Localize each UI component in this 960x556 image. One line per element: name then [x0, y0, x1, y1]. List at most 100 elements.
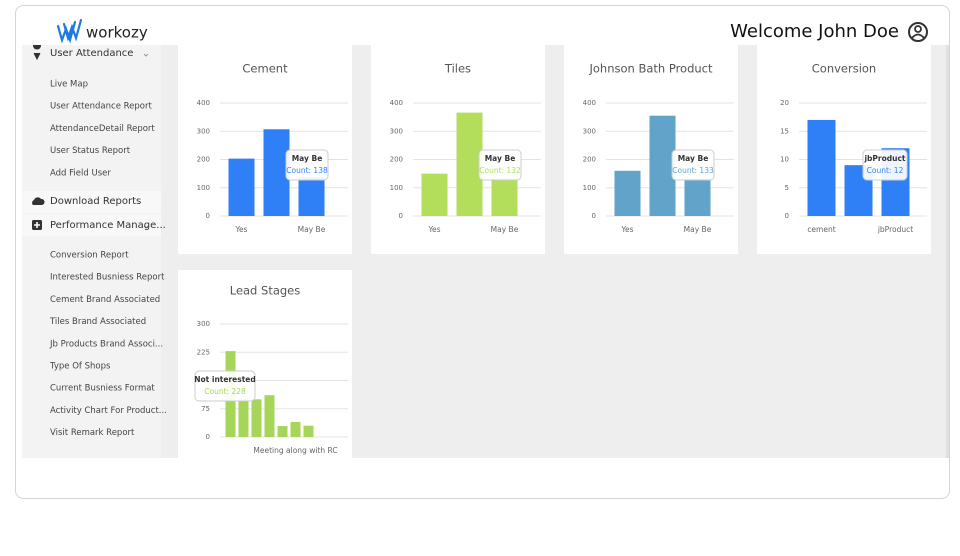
- cloud-icon: [32, 197, 45, 205]
- sidebar-item[interactable]: Visit Remark Report: [50, 428, 135, 438]
- bar: [684, 178, 711, 216]
- bar: [277, 426, 288, 437]
- y-tick-label: 300: [390, 127, 403, 135]
- tooltip: [194, 370, 256, 402]
- chevron: [143, 225, 149, 229]
- sidebar-item[interactable]: Live Map: [50, 80, 88, 90]
- chart-card: [178, 270, 352, 458]
- welcome: Welcome John Doe: [730, 21, 899, 42]
- bar: [303, 425, 314, 437]
- chart-title: Lead Stages: [230, 284, 301, 298]
- sidebar-item[interactable]: Type Of Shops: [49, 362, 111, 372]
- bar: [807, 119, 836, 216]
- y-tick-label: 300: [197, 320, 210, 328]
- y-tick-label: 0: [785, 212, 789, 220]
- y-tick-label: 400: [197, 99, 210, 107]
- y-tick-label: 225: [197, 348, 210, 356]
- y-tick-label: 0: [206, 433, 210, 441]
- sidebar-item[interactable]: Activity Chart For Product...: [50, 406, 167, 416]
- tooltip-title: May Be: [678, 154, 709, 163]
- tooltip: [478, 149, 522, 181]
- y-tick-label: 0: [592, 212, 596, 220]
- y-tick-label: 10: [780, 156, 789, 164]
- y-tick-label: 0: [206, 212, 210, 220]
- avatar[interactable]: [908, 22, 928, 42]
- sidebar-item[interactable]: Interested Busniess Report: [50, 273, 165, 283]
- sidebar-item[interactable]: Current Busniess Format: [50, 384, 155, 394]
- y-tick-label: 200: [197, 156, 210, 164]
- bar: [238, 399, 249, 437]
- chart-title: Conversion: [812, 62, 876, 76]
- logo-text: workozy: [86, 24, 148, 42]
- x-tick-label: Yes: [427, 225, 440, 234]
- sidebar-item[interactable]: Cement Brand Associated: [50, 295, 160, 305]
- y-tick-label: 0: [399, 212, 403, 220]
- sidebar-item[interactable]: User Status Report: [50, 146, 131, 156]
- sidebar-section[interactable]: User Attendance: [50, 48, 133, 59]
- y-tick-label: 200: [390, 156, 403, 164]
- bar: [263, 129, 290, 216]
- tooltip-count: Count: 132: [479, 166, 521, 175]
- x-tick-label: Yes: [234, 225, 247, 234]
- bar: [298, 177, 325, 216]
- chart-title: Tiles: [444, 62, 471, 76]
- y-tick-label: 100: [583, 184, 596, 192]
- tooltip-count: Count: 12: [867, 166, 904, 175]
- sidebar-item[interactable]: AttendanceDetail Report: [50, 124, 155, 134]
- y-tick-label: 20: [780, 99, 789, 107]
- scrollbar[interactable]: [946, 45, 949, 458]
- x-tick-label: Yes: [620, 225, 633, 234]
- y-tick-label: 300: [197, 127, 210, 135]
- y-tick-label: 100: [390, 184, 403, 192]
- tooltip: [862, 149, 908, 181]
- sidebar-header-bg: [22, 214, 161, 236]
- sidebar-item[interactable]: Jb Products Brand Associ...: [49, 339, 163, 349]
- bar: [228, 158, 255, 216]
- y-tick-label: 400: [583, 99, 596, 107]
- y-tick-label: 15: [780, 127, 789, 135]
- plus-icon-mark: [34, 222, 40, 228]
- y-tick-label: 300: [583, 127, 596, 135]
- bar: [614, 170, 641, 216]
- tooltip-title: May Be: [485, 154, 516, 163]
- tooltip-title: May Be: [292, 154, 323, 163]
- sidebar-item[interactable]: User Attendance Report: [50, 102, 152, 112]
- tooltip-title: Not interested: [194, 375, 256, 384]
- bar: [290, 421, 301, 437]
- y-tick-label: 200: [583, 156, 596, 164]
- logo-icon: [56, 18, 83, 44]
- pin-icon: [33, 45, 41, 61]
- tooltip: [285, 149, 329, 181]
- x-tick-label: jbProduct: [877, 225, 913, 234]
- tooltip-title: jbProduct: [863, 154, 905, 163]
- sidebar-item[interactable]: Tiles Brand Associated: [49, 317, 146, 327]
- chart-title: Cement: [242, 62, 288, 76]
- x-tick-label: Meeting along with RC: [253, 446, 337, 455]
- tooltip: [671, 149, 715, 181]
- y-tick-label: 75: [201, 405, 210, 413]
- y-tick-label: 100: [197, 184, 210, 192]
- tooltip-count: Count: 138: [286, 166, 328, 175]
- tooltip-count: Count: 133: [672, 166, 714, 175]
- sidebar: [22, 45, 161, 458]
- bar: [491, 178, 518, 216]
- sidebar-item[interactable]: Add Field User: [50, 168, 111, 178]
- tooltip-count: Count: 228: [204, 387, 246, 396]
- sidebar-section[interactable]: Performance Manage...: [50, 220, 166, 231]
- chevron: [143, 53, 149, 57]
- sidebar-section[interactable]: Download Reports: [50, 196, 141, 207]
- x-tick-label: May Be: [684, 225, 712, 234]
- bar: [456, 112, 483, 216]
- bar: [421, 173, 448, 216]
- x-tick-label: May Be: [491, 225, 519, 234]
- sidebar-item[interactable]: Conversion Report: [50, 251, 129, 261]
- bar: [264, 395, 275, 437]
- sidebar-header-bg: [22, 191, 161, 213]
- bar: [251, 399, 262, 437]
- y-tick-label: 5: [785, 184, 789, 192]
- chart-title: Johnson Bath Product: [588, 62, 713, 76]
- bar: [649, 115, 676, 216]
- x-tick-label: cement: [807, 225, 835, 234]
